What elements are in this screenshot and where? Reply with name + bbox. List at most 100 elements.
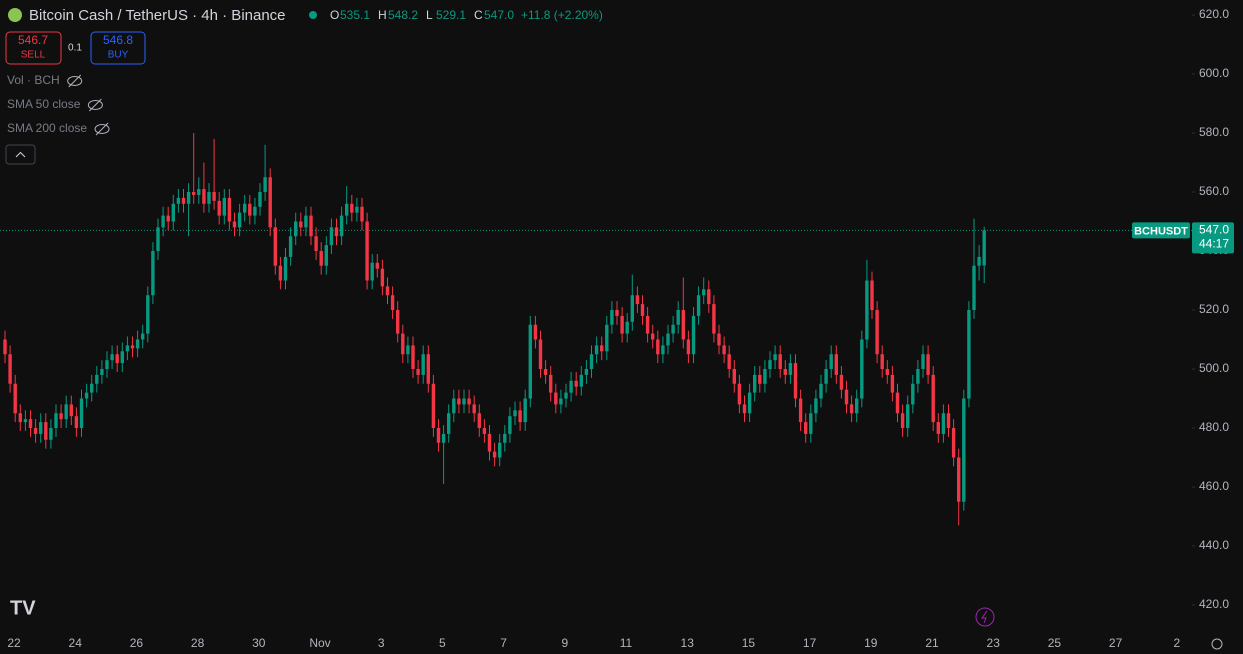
candle-body [503, 433, 507, 443]
candle-body [135, 339, 140, 349]
tv-logo: TV [10, 597, 36, 619]
candle-body [59, 413, 63, 420]
y-tick-label: 580.0 [1199, 125, 1229, 139]
candle-body [906, 404, 910, 428]
collapse-icon [15, 151, 26, 158]
candle-body [156, 227, 160, 251]
candle-body [8, 354, 12, 384]
x-tick-label: 21 [925, 636, 939, 650]
y-tick-label: 600.0 [1199, 66, 1229, 80]
candle-body [768, 360, 772, 369]
candle-body [773, 354, 777, 361]
candle-body [967, 310, 971, 399]
settings-icon[interactable] [1211, 638, 1223, 650]
hide-icon-slash [68, 74, 82, 88]
candle-body [100, 369, 104, 375]
candle-body [202, 189, 206, 204]
candle-body [447, 413, 451, 434]
candle-body [727, 354, 731, 369]
candle-body [130, 345, 135, 349]
candle-body [28, 419, 33, 428]
candle-body [273, 227, 277, 266]
candle-body [778, 354, 782, 369]
candle-body [671, 324, 675, 334]
candle-body [222, 197, 226, 216]
hide-icon-slash [95, 122, 109, 136]
ohlc-key: C [474, 8, 483, 22]
hide-icon [67, 76, 83, 86]
candle-body [350, 203, 354, 213]
sell-label[interactable]: SELL [21, 50, 46, 61]
x-tick-label: 13 [681, 636, 695, 650]
price-tag [1192, 222, 1234, 254]
candle-body [334, 227, 339, 237]
hide-icon-slash [89, 98, 102, 112]
sell-button[interactable]: 546.7 SELL [5, 31, 62, 65]
buy-button[interactable]: 546.8 BUY [90, 31, 146, 65]
y-tick-label: 440.0 [1199, 538, 1229, 552]
spread: 0.1 [68, 43, 82, 54]
candle-body [737, 383, 742, 405]
candle-body [355, 206, 359, 213]
candle-body [396, 310, 400, 334]
candle-body [268, 177, 272, 228]
candle-body [702, 289, 706, 296]
candle-body [661, 345, 665, 355]
candle-body [839, 374, 844, 390]
candle-body [79, 398, 84, 428]
candle-body [686, 339, 691, 355]
indicator-label: Vol · BCH [7, 73, 60, 87]
candle-body [804, 422, 808, 434]
candle-body [829, 354, 833, 369]
event-icon[interactable] [975, 607, 995, 627]
candle-body [538, 339, 543, 369]
symbol-tag-text: BCHUSDT [1134, 225, 1188, 237]
candle-body [319, 251, 323, 266]
collapse-button[interactable] [5, 144, 36, 165]
candle-body [375, 262, 379, 269]
candle-body [390, 295, 395, 310]
hide-icon [87, 100, 103, 110]
x-tick-label: 17 [803, 636, 817, 650]
candle-body [834, 354, 838, 375]
candle-body [630, 295, 634, 322]
x-tick-label: 23 [987, 636, 1001, 650]
sell-price[interactable]: 546.7 [18, 33, 48, 47]
candle-body [814, 398, 818, 414]
candle-body [656, 339, 660, 355]
candle-body [855, 398, 859, 414]
candle-body [936, 422, 940, 434]
candle-body [554, 392, 558, 405]
x-tick-label: 15 [742, 636, 756, 650]
candle-body [844, 389, 849, 405]
candle-body [890, 374, 895, 393]
buy-price[interactable]: 546.8 [103, 33, 133, 47]
candle-body [309, 215, 313, 237]
y-tick-label: 560.0 [1199, 184, 1229, 198]
ohlc-value: 535.1 [340, 8, 370, 22]
y-tick-label: 500.0 [1199, 361, 1229, 375]
buy-label[interactable]: BUY [108, 50, 129, 61]
candle-body [676, 310, 680, 325]
ohlc-key: L [426, 8, 433, 22]
symbol-tag [1132, 222, 1190, 239]
candle-body [441, 433, 446, 443]
x-tick-label: 9 [561, 636, 568, 650]
x-tick-label: 24 [69, 636, 83, 650]
candle-body [875, 310, 879, 355]
candle-body [161, 215, 165, 228]
candle-body [870, 280, 874, 310]
candle-body [248, 203, 252, 216]
candle-body [74, 416, 79, 428]
candle-body [518, 410, 522, 423]
candle-body [44, 422, 48, 440]
candle-body [610, 310, 614, 325]
candle-body [69, 404, 73, 417]
candle-body [115, 354, 119, 364]
candle-body [421, 354, 425, 375]
candle-body [283, 256, 288, 281]
y-tick-label: 460.0 [1199, 479, 1229, 493]
candle-body [258, 192, 262, 207]
candle-body [3, 339, 7, 355]
